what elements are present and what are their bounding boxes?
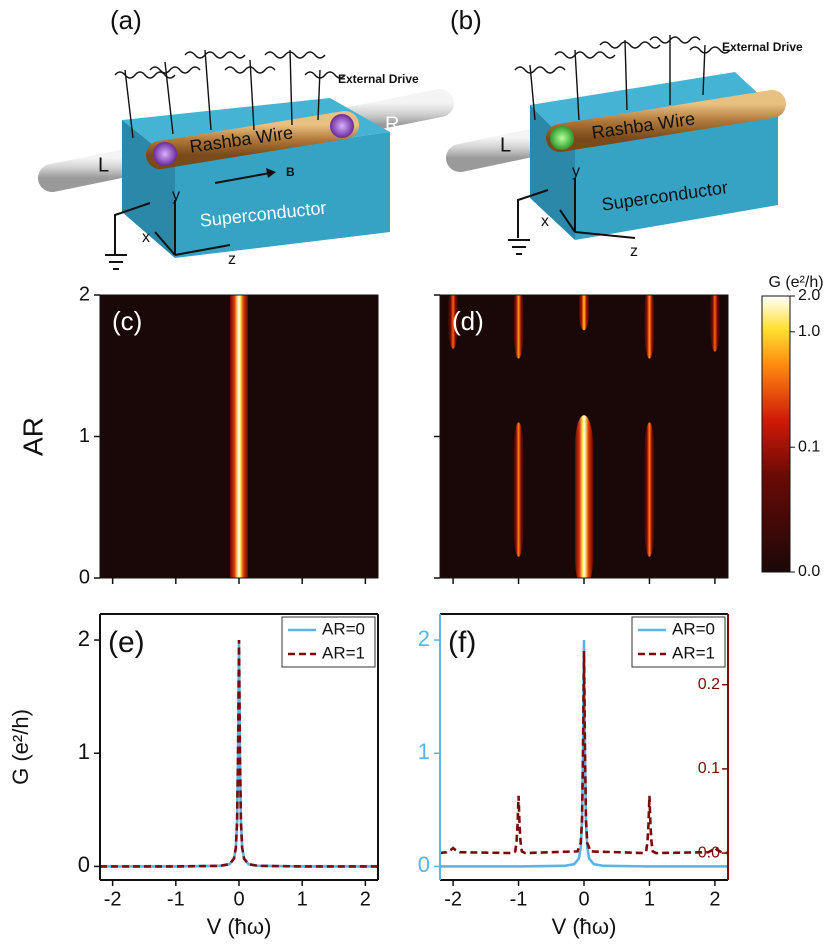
- field-label: B: [286, 165, 295, 179]
- y-tick-label: 0: [78, 852, 90, 877]
- majorana: [330, 114, 354, 138]
- x-axis-label: V (ħω): [552, 914, 617, 939]
- heatmap-stripe: [230, 295, 248, 578]
- panel-label: (d): [452, 306, 484, 336]
- y-axis-label: G (e²/h): [8, 709, 33, 785]
- heatmap-stripe: [513, 295, 524, 359]
- legend-box: [281, 616, 376, 668]
- y2-tick-label: 0.1: [698, 760, 720, 777]
- colorbar-tick-label: 0.1: [798, 438, 820, 455]
- legend-box: [631, 616, 726, 668]
- axis-label: y: [172, 187, 180, 204]
- field-arrow: [214, 172, 271, 184]
- diagram-b: (b) External Drive L Rashba Wire Superco…: [446, 5, 803, 260]
- drive-waves: [514, 35, 731, 121]
- y-tick-label: 1: [79, 425, 90, 447]
- lead-label: L: [500, 134, 511, 156]
- x-tick-label: 2: [709, 888, 720, 910]
- heatmap-cells: [230, 295, 248, 578]
- data-line: [100, 640, 378, 868]
- colorbar: [761, 295, 791, 573]
- data-line: [440, 640, 728, 868]
- x-tick-label: 1: [644, 888, 655, 910]
- heatmap-stripe: [644, 422, 655, 557]
- y2-tick-label: 0.0: [698, 844, 720, 861]
- heatmap-stripe: [579, 295, 589, 331]
- y-tick-label: 0: [418, 852, 430, 877]
- x-tick-label: -2: [104, 888, 122, 910]
- axis-label: y: [572, 163, 580, 180]
- legend-label: AR=1: [322, 643, 365, 662]
- data-line: [440, 651, 728, 855]
- colorbar-tick-label: 2.0: [798, 287, 820, 304]
- plot-lines: [100, 640, 378, 868]
- lead-label: L: [98, 154, 109, 176]
- y-tick-label: 0: [79, 566, 90, 588]
- x-axis-label: V (ħω): [207, 914, 272, 939]
- field-arrow-head: [266, 168, 276, 178]
- panel-label: (c): [112, 306, 142, 336]
- axis-label: z: [228, 251, 236, 268]
- heatmap-stripe: [575, 415, 593, 578]
- heatmap-stripe: [709, 295, 720, 352]
- diagram-a: (a) External Drive R L Rashba Wire B Sup…: [38, 5, 454, 270]
- legend-label: AR=0: [322, 619, 365, 638]
- y-axis-label: AR: [17, 417, 48, 456]
- panel-label: (b): [450, 5, 482, 35]
- rashba-wire: [546, 90, 786, 152]
- drive-label: External Drive: [722, 40, 803, 54]
- axis-triad: [508, 178, 636, 255]
- axis-triad: [105, 200, 231, 270]
- legend-label: AR=1: [672, 643, 715, 662]
- axis-label: x: [142, 229, 150, 246]
- heatmap-stripe: [513, 422, 524, 557]
- drive-label: External Drive: [338, 72, 419, 86]
- sc-front: [175, 132, 390, 258]
- y-tick-label: 1: [418, 739, 430, 764]
- colorbar-tick-label: 1.0: [798, 323, 820, 340]
- y-tick-label: 2: [78, 626, 90, 651]
- heatmap-cells: [448, 295, 720, 578]
- axis-label: z: [630, 243, 638, 260]
- plot-lines: [440, 640, 728, 868]
- y-tick-label: 2: [79, 283, 90, 305]
- x-tick-label: 2: [360, 888, 371, 910]
- majorana: [550, 126, 574, 150]
- x-tick-label: 0: [233, 888, 244, 910]
- panel-label: (a): [110, 5, 142, 35]
- rashba-wire: [146, 111, 359, 169]
- heatmap-stripe: [448, 295, 459, 349]
- panel-label: (f): [448, 626, 476, 659]
- x-tick-label: 0: [578, 888, 589, 910]
- colorbar-tick-label: 0.0: [798, 563, 820, 580]
- axis-label: x: [541, 213, 549, 230]
- x-tick-label: -1: [510, 888, 528, 910]
- x-tick-label: -2: [444, 888, 462, 910]
- x-tick-label: 1: [297, 888, 308, 910]
- y-tick-label: 2: [418, 626, 430, 651]
- legend-label: AR=0: [672, 619, 715, 638]
- y-tick-label: 1: [78, 739, 90, 764]
- majorana: [153, 142, 177, 166]
- lead-label: R: [385, 113, 399, 135]
- drive-waves: [114, 49, 346, 139]
- heatmap-stripe: [644, 295, 655, 359]
- x-tick-label: -1: [167, 888, 185, 910]
- y2-tick-label: 0.2: [698, 676, 720, 693]
- colorbar-title: G (e²/h): [768, 274, 823, 291]
- sc-front: [575, 112, 778, 240]
- panel-label: (e): [108, 626, 145, 659]
